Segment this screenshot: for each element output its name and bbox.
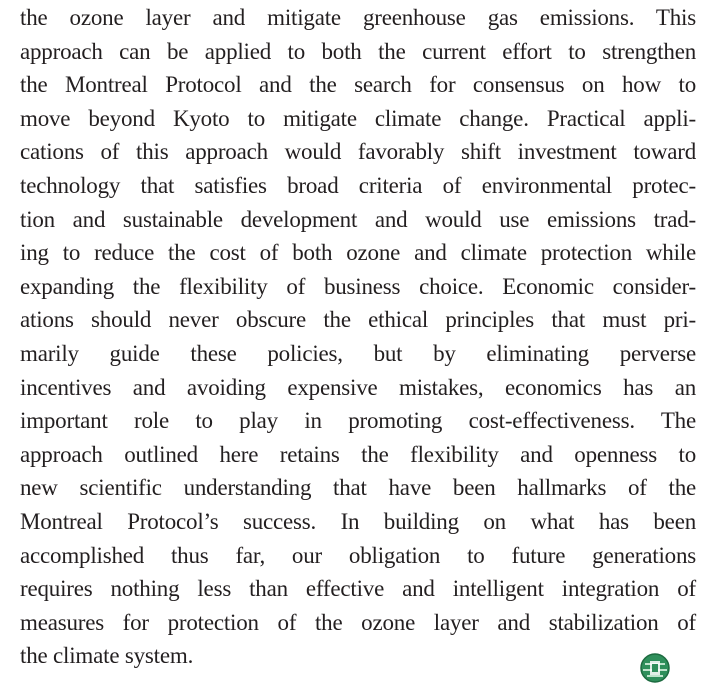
text-line: ing to reduce the cost of both ozone and… bbox=[20, 240, 696, 266]
text-line: marily guide these policies, but by elim… bbox=[20, 340, 696, 366]
text-line: technology that satisfies broad criteria… bbox=[20, 172, 696, 198]
text-line: incentives and avoiding expensive mistak… bbox=[20, 374, 696, 400]
text-line: move beyond Kyoto to mitigate climate ch… bbox=[20, 105, 696, 131]
end-mark-icon bbox=[640, 653, 670, 683]
text-line: important role to play in promoting cost… bbox=[20, 408, 696, 434]
text-line: tion and sustainable development and wou… bbox=[20, 206, 696, 232]
text-line: accomplished thus far, our obligation to… bbox=[20, 542, 696, 568]
text-line: the climate system. bbox=[20, 643, 194, 669]
text-line: requires nothing less than effective and… bbox=[20, 576, 696, 602]
text-line: measures for protection of the ozone lay… bbox=[20, 609, 696, 635]
text-line: the Montreal Protocol and the search for… bbox=[20, 72, 696, 98]
text-line: the ozone layer and mitigate greenhouse … bbox=[20, 5, 696, 30]
text-line: new scientific understanding that have b… bbox=[20, 475, 696, 501]
text-line: ations should never obscure the ethical … bbox=[20, 307, 696, 333]
text-line: Montreal Protocol’s success. In building… bbox=[20, 508, 696, 534]
paragraph: the ozone layer and mitigate greenhouse … bbox=[20, 1, 696, 673]
text-line: approach can be applied to both the curr… bbox=[20, 38, 696, 64]
text-line: expanding the flexibility of business ch… bbox=[20, 273, 696, 299]
text-line: cations of this approach would favorably… bbox=[20, 139, 696, 165]
text-line: approach outlined here retains the flexi… bbox=[20, 441, 696, 467]
